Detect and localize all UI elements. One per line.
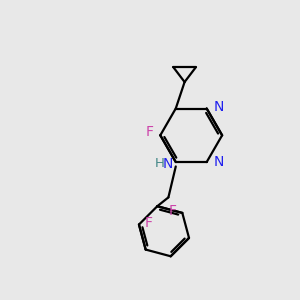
Text: F: F bbox=[145, 216, 153, 230]
Text: F: F bbox=[146, 125, 154, 139]
Text: N: N bbox=[213, 155, 224, 169]
Text: F: F bbox=[168, 205, 176, 218]
Text: N: N bbox=[213, 100, 224, 114]
Text: H: H bbox=[154, 157, 164, 170]
Text: N: N bbox=[162, 157, 173, 170]
